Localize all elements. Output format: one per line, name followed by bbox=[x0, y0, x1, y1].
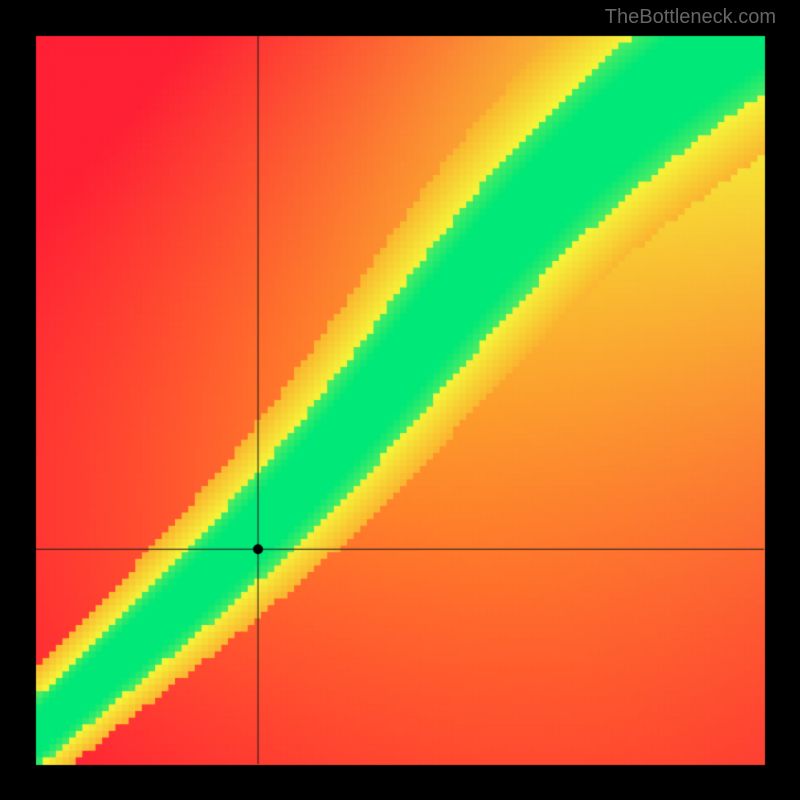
watermark-text: TheBottleneck.com bbox=[605, 6, 776, 29]
chart-wrapper: TheBottleneck.com bbox=[0, 0, 800, 800]
bottleneck-heatmap-canvas bbox=[0, 0, 800, 800]
